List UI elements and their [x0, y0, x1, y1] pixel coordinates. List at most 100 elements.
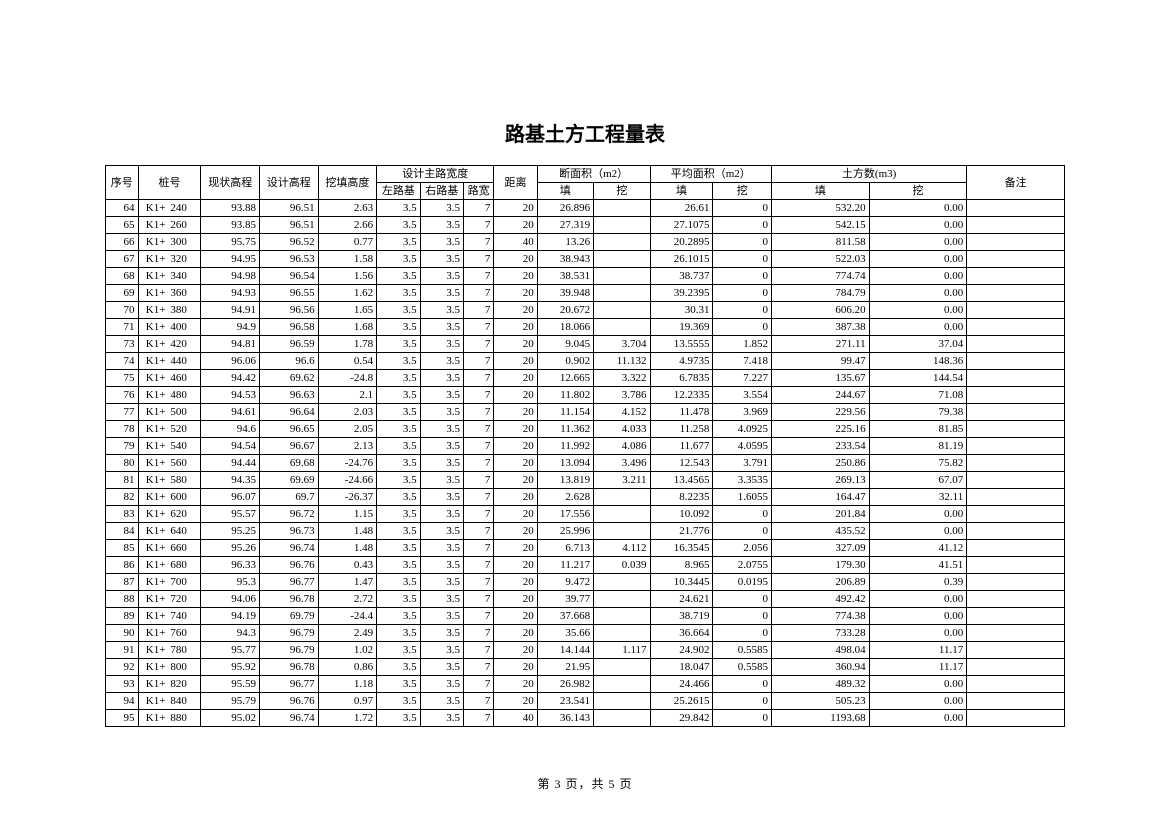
- table-cell: K1+: [138, 642, 168, 659]
- table-row: 78K1+52094.696.652.053.53.572011.3624.03…: [106, 421, 1065, 438]
- table-cell: 3.5: [377, 693, 420, 710]
- table-cell: 420: [168, 336, 201, 353]
- table-cell: 3.5: [377, 659, 420, 676]
- table-cell: 1.65: [318, 302, 377, 319]
- table-cell: 327.09: [772, 540, 870, 557]
- table-cell: 500: [168, 404, 201, 421]
- table-cell: 260: [168, 217, 201, 234]
- table-cell: 10.092: [650, 506, 713, 523]
- table-row: 73K1+42094.8196.591.783.53.57209.0453.70…: [106, 336, 1065, 353]
- table-cell: 1.62: [318, 285, 377, 302]
- table-cell: 66: [106, 234, 139, 251]
- table-cell: K1+: [138, 608, 168, 625]
- table-cell: 271.11: [772, 336, 870, 353]
- table-cell: 0.00: [869, 523, 967, 540]
- table-cell: 95.25: [201, 523, 260, 540]
- table-cell: 2.63: [318, 200, 377, 217]
- table-cell: 7: [463, 608, 493, 625]
- table-cell: 3.5: [420, 421, 463, 438]
- page-footer: 第 3 页，共 5 页: [0, 775, 1170, 792]
- table-cell: 7: [463, 421, 493, 438]
- table-cell: 81.85: [869, 421, 967, 438]
- table-cell: 94.95: [201, 251, 260, 268]
- table-cell: 233.54: [772, 438, 870, 455]
- table-cell: 76: [106, 387, 139, 404]
- table-cell: 0: [713, 506, 772, 523]
- table-cell: -24.76: [318, 455, 377, 472]
- table-cell: 3.5: [420, 319, 463, 336]
- table-cell: 39.77: [537, 591, 593, 608]
- table-cell: 8.965: [650, 557, 713, 574]
- table-cell: 1.72: [318, 710, 377, 727]
- table-cell: 96.78: [260, 591, 319, 608]
- table-cell: 20: [494, 285, 537, 302]
- table-cell: 7: [463, 540, 493, 557]
- table-cell: 7: [463, 268, 493, 285]
- table-cell: 71: [106, 319, 139, 336]
- table-cell: 3.5: [377, 676, 420, 693]
- table-cell: 78: [106, 421, 139, 438]
- table-cell: 9.045: [537, 336, 593, 353]
- table-cell: [594, 574, 650, 591]
- table-cell: 740: [168, 608, 201, 625]
- table-cell: 10.3445: [650, 574, 713, 591]
- table-cell: 95.79: [201, 693, 260, 710]
- table-cell: 96.74: [260, 710, 319, 727]
- table-cell: [967, 676, 1065, 693]
- table-cell: 38.531: [537, 268, 593, 285]
- table-cell: 7: [463, 353, 493, 370]
- table-cell: 17.556: [537, 506, 593, 523]
- table-cell: [594, 302, 650, 319]
- table-cell: 23.541: [537, 693, 593, 710]
- table-cell: 20: [494, 438, 537, 455]
- table-cell: 16.3545: [650, 540, 713, 557]
- table-cell: 18.047: [650, 659, 713, 676]
- table-cell: K1+: [138, 200, 168, 217]
- table-cell: K1+: [138, 455, 168, 472]
- th-seq: 序号: [106, 166, 139, 200]
- table-body: 64K1+24093.8896.512.633.53.572026.89626.…: [106, 200, 1065, 727]
- table-cell: 7: [463, 217, 493, 234]
- table-cell: [967, 353, 1065, 370]
- table-cell: [594, 268, 650, 285]
- table-cell: 96.78: [260, 659, 319, 676]
- table-cell: 20: [494, 200, 537, 217]
- table-cell: 7: [463, 319, 493, 336]
- table-cell: [967, 574, 1065, 591]
- table-cell: 96.53: [260, 251, 319, 268]
- table-cell: 70: [106, 302, 139, 319]
- table-cell: 1.15: [318, 506, 377, 523]
- table-cell: 26.896: [537, 200, 593, 217]
- table-cell: 3.5: [377, 540, 420, 557]
- table-cell: 3.496: [594, 455, 650, 472]
- table-row: 79K1+54094.5496.672.133.53.572011.9924.0…: [106, 438, 1065, 455]
- table-cell: 0.54: [318, 353, 377, 370]
- table-cell: 2.628: [537, 489, 593, 506]
- table-cell: 1.48: [318, 540, 377, 557]
- table-cell: 480: [168, 387, 201, 404]
- table-cell: 0: [713, 625, 772, 642]
- table-cell: 68: [106, 268, 139, 285]
- table-cell: 13.26: [537, 234, 593, 251]
- table-cell: 3.5: [377, 353, 420, 370]
- table-cell: 83: [106, 506, 139, 523]
- table-cell: 94.81: [201, 336, 260, 353]
- table-cell: 3.211: [594, 472, 650, 489]
- table-cell: 3.5: [377, 489, 420, 506]
- table-cell: 0.00: [869, 285, 967, 302]
- table-cell: 95.75: [201, 234, 260, 251]
- table-cell: K1+: [138, 370, 168, 387]
- table-cell: 26.61: [650, 200, 713, 217]
- table-cell: 1.18: [318, 676, 377, 693]
- table-cell: 11.217: [537, 557, 593, 574]
- th-tf-wa: 挖: [869, 183, 967, 200]
- table-cell: [594, 676, 650, 693]
- table-cell: 20: [494, 557, 537, 574]
- table-cell: 3.5: [420, 268, 463, 285]
- table-cell: 11.17: [869, 642, 967, 659]
- table-cell: 41.51: [869, 557, 967, 574]
- table-cell: 3.3535: [713, 472, 772, 489]
- table-cell: 69.79: [260, 608, 319, 625]
- table-cell: 95.77: [201, 642, 260, 659]
- table-cell: 69.68: [260, 455, 319, 472]
